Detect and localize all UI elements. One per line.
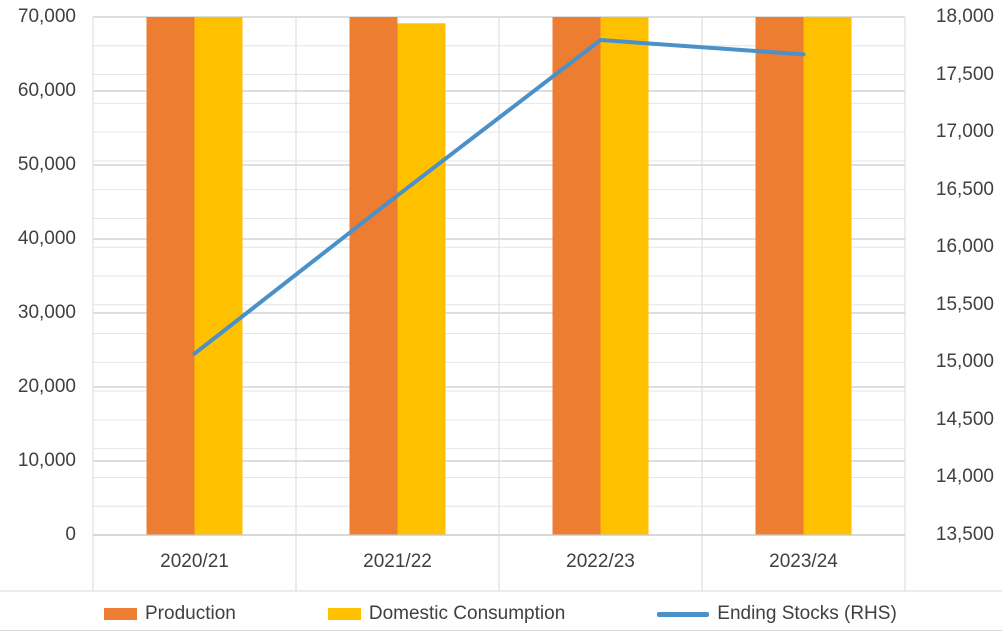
legend-label: Domestic Consumption: [368, 603, 566, 624]
legend-item-ending-stocks-rhs-: Ending Stocks (RHS): [657, 602, 897, 626]
x-axis-category-label: 2022/23: [566, 551, 635, 572]
legend-line-swatch-icon: [657, 611, 710, 617]
right-axis-tick-label: 13,500: [935, 524, 994, 545]
bar-production-2020/21: [146, 17, 195, 535]
x-axis-category-label: 2021/22: [363, 551, 432, 572]
left-axis-tick-label: 20,000: [17, 376, 76, 397]
left-axis-tick-label: 70,000: [17, 6, 76, 27]
right-axis-tick-label: 16,000: [935, 236, 994, 258]
right-axis-tick-label: 17,500: [935, 63, 994, 85]
legend-bar-swatch-icon: [104, 608, 137, 620]
right-axis-tick-label: 14,000: [935, 466, 994, 488]
x-axis-category-label: 2023/24: [769, 551, 838, 572]
left-axis-tick-label: 50,000: [17, 154, 76, 175]
bar-domestic-consumption-2020/21: [194, 17, 243, 535]
legend-label: Production: [145, 603, 236, 624]
bar-domestic-consumption-2021/22: [397, 23, 446, 535]
right-axis-tick-label: 15,500: [935, 293, 994, 315]
right-axis-tick-label: 18,000: [935, 6, 994, 27]
bar-production-2022/23: [552, 17, 601, 535]
legend-label: Ending Stocks (RHS): [717, 603, 897, 624]
left-axis-tick-label: 60,000: [17, 80, 76, 101]
legend-item-domestic-consumption: Domestic Consumption: [327, 602, 566, 626]
line-ending-stocks: [192, 38, 806, 356]
left-axis-tick-label: 0: [65, 524, 76, 545]
bar-domestic-consumption-2022/23: [600, 17, 649, 535]
x-axis-category-label: 2020/21: [160, 551, 229, 572]
legend-bar-swatch-icon: [327, 608, 361, 620]
bar-production-2021/22: [349, 17, 398, 535]
legend: Production Domestic Consumption Ending Sto…: [104, 602, 897, 626]
left-axis-tick-label: 40,000: [17, 228, 76, 249]
left-axis-tick-label: 10,000: [17, 450, 76, 471]
legend-item-production: Production: [104, 602, 236, 626]
right-axis-tick-label: 17,000: [935, 121, 994, 143]
bar-domestic-consumption-2023/24: [803, 17, 852, 535]
right-axis-tick-label: 14,500: [935, 408, 994, 430]
left-axis-tick-label: 30,000: [17, 302, 76, 323]
right-axis-tick-label: 16,500: [935, 178, 994, 200]
bar-production-2023/24: [755, 17, 804, 535]
right-axis-tick-label: 15,000: [935, 351, 994, 373]
